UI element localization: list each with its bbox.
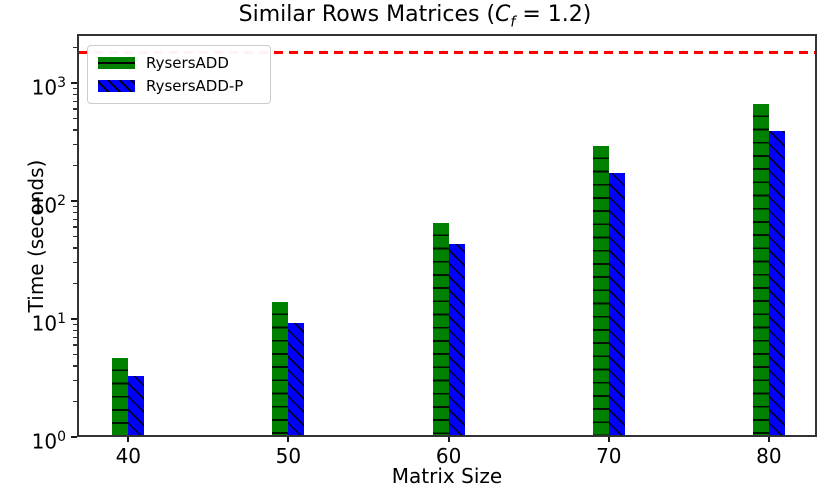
y-tick-label: 100 — [31, 429, 66, 454]
y-minor-tick — [73, 353, 77, 356]
y-minor-tick — [73, 117, 77, 120]
bar-rysersadd-80 — [752, 104, 769, 435]
legend-item-rysersadd-p: RysersADD-P — [98, 77, 260, 95]
y-tick-label: 102 — [31, 193, 66, 218]
title-variable: C — [495, 2, 511, 27]
y-tick-label: 101 — [31, 311, 66, 336]
bar-rysersadd-50 — [272, 301, 289, 435]
legend-label-rysersadd: RysersADD — [146, 54, 229, 73]
y-minor-tick — [73, 143, 77, 146]
title-suffix: = 1.2) — [515, 2, 592, 27]
y-minor-tick — [73, 323, 77, 326]
x-tick-label: 50 — [275, 444, 302, 468]
bar-rysersadd-p-50 — [288, 323, 305, 435]
chart-title: Similar Rows Matrices (Cf = 1.2) — [0, 2, 830, 30]
y-minor-tick — [73, 205, 77, 208]
title-prefix: Similar Rows Matrices ( — [238, 2, 496, 27]
y-major-tick — [71, 318, 77, 320]
y-tick-label: 103 — [31, 75, 66, 100]
y-minor-tick — [73, 247, 77, 249]
y-minor-tick — [73, 164, 77, 167]
x-tick — [127, 437, 130, 442]
y-minor-tick — [73, 226, 77, 228]
y-minor-tick — [73, 93, 77, 96]
y-minor-tick — [73, 108, 77, 110]
y-minor-tick — [73, 344, 77, 346]
legend-item-rysersadd: RysersADD — [98, 54, 260, 72]
bar-rysersadd-60 — [432, 223, 449, 435]
bar-rysersadd-p-80 — [768, 131, 785, 435]
y-minor-tick — [73, 379, 77, 382]
bar-rysersadd-p-70 — [608, 173, 625, 435]
x-tick — [767, 437, 770, 442]
legend-swatch-rysersadd-p — [98, 79, 135, 92]
bar-rysersadd-70 — [592, 145, 609, 435]
y-minor-tick — [73, 400, 77, 403]
x-tick-label: 70 — [596, 444, 622, 468]
y-minor-tick — [73, 211, 77, 214]
bar-rysersadd-p-40 — [128, 375, 145, 435]
x-axis-label: Matrix Size — [391, 464, 503, 488]
legend: RysersADD RysersADD-P — [87, 45, 271, 104]
legend-label-rysersadd-p: RysersADD-P — [146, 76, 244, 95]
y-minor-tick — [73, 336, 77, 338]
x-tick-label: 80 — [756, 444, 782, 468]
legend-swatch-rysersadd — [98, 57, 135, 70]
bar-rysersadd-p-60 — [448, 244, 465, 435]
y-minor-tick — [73, 46, 77, 49]
timeout-threshold-line — [79, 51, 815, 55]
x-tick — [447, 437, 450, 442]
y-major-tick — [71, 436, 77, 438]
y-minor-tick — [73, 261, 77, 264]
x-tick — [607, 437, 610, 442]
y-minor-tick — [73, 282, 77, 285]
x-tick-label: 40 — [115, 444, 142, 468]
y-minor-tick — [73, 329, 77, 332]
y-minor-tick — [73, 235, 77, 238]
title-subscript: f — [510, 14, 516, 31]
y-major-tick — [71, 200, 77, 202]
x-tick — [287, 437, 290, 442]
y-minor-tick — [73, 87, 77, 90]
x-tick-label: 60 — [435, 444, 462, 468]
y-major-tick — [71, 82, 77, 84]
y-minor-tick — [73, 365, 77, 367]
y-minor-tick — [73, 100, 77, 102]
y-minor-tick — [73, 218, 77, 220]
y-minor-tick — [73, 129, 77, 131]
bar-rysersadd-40 — [112, 357, 129, 435]
